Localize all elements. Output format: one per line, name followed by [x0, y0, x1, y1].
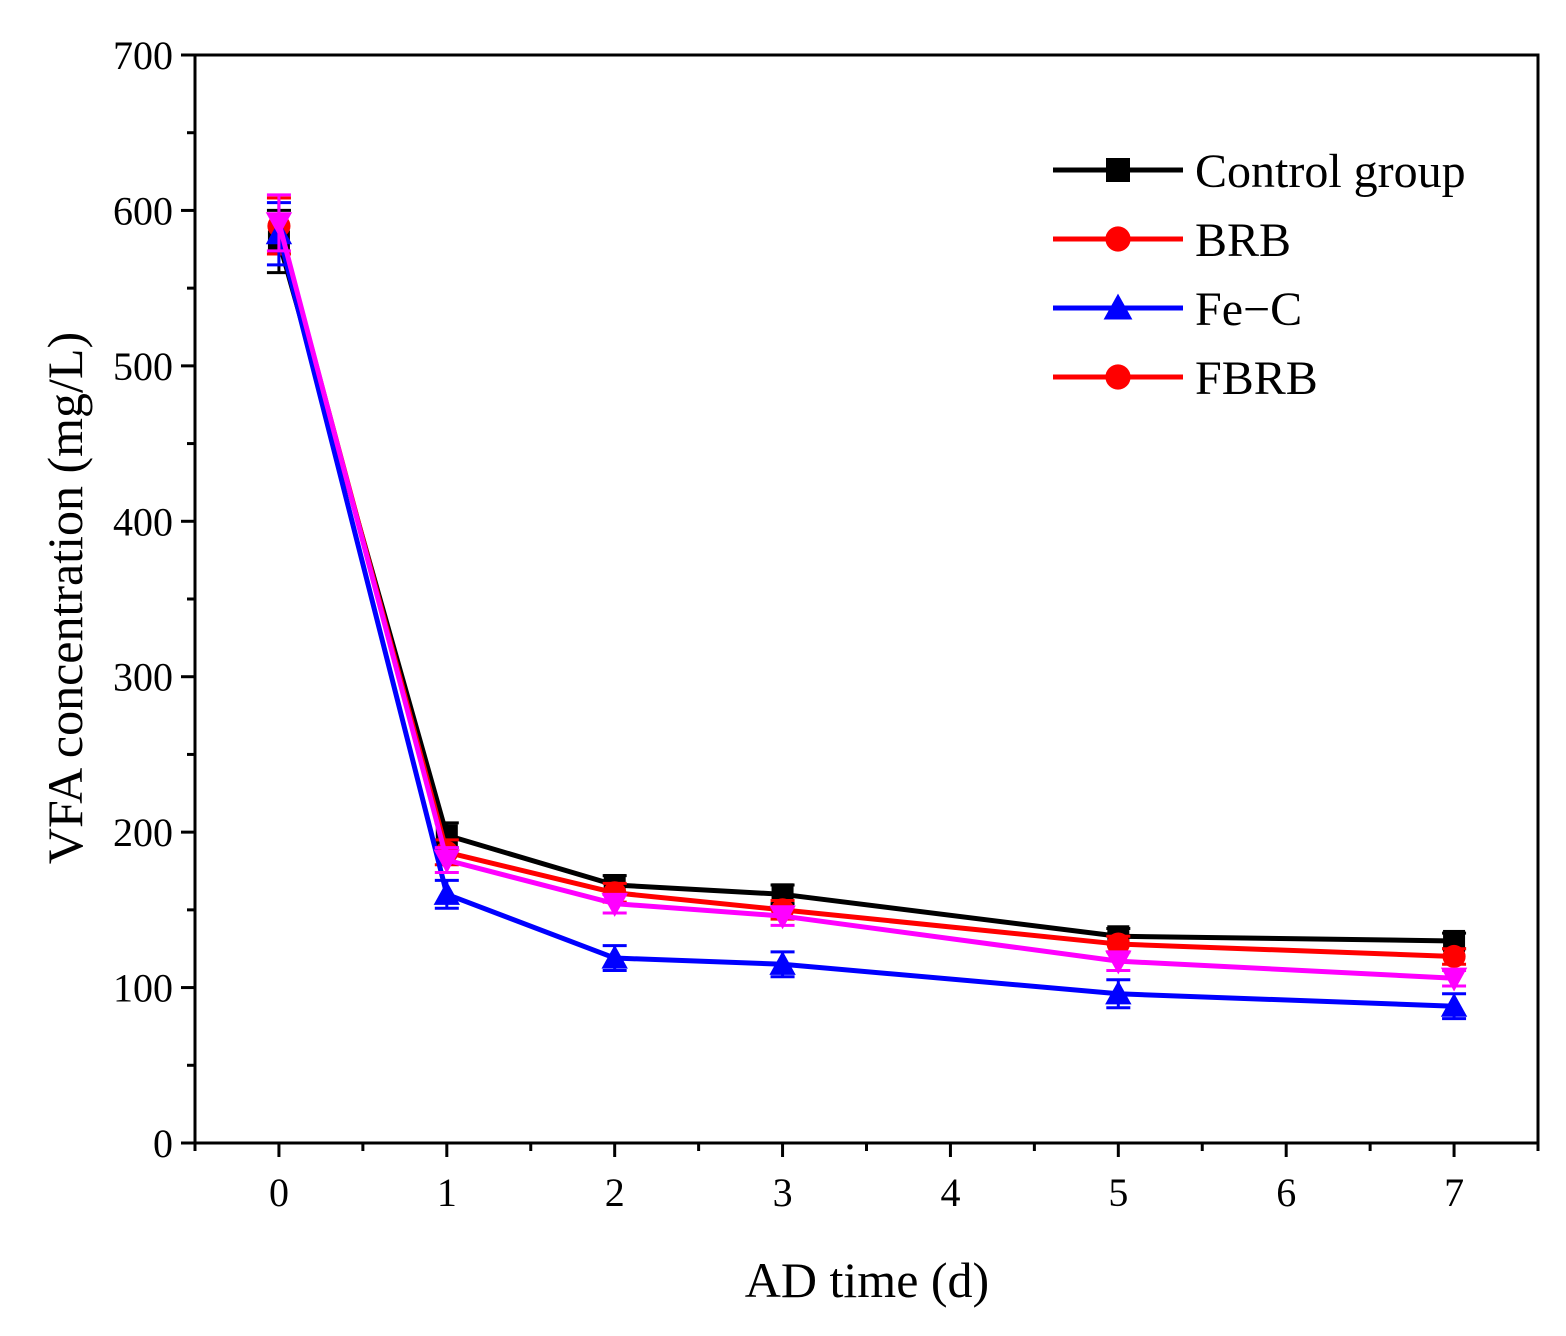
y-tick-label: 700	[113, 33, 173, 78]
y-axis-title: VFA concentration (mg/L)	[37, 332, 93, 864]
data-point	[1105, 950, 1132, 975]
series-line	[276, 233, 1455, 1009]
data-point	[433, 849, 461, 874]
data-point	[1440, 967, 1468, 992]
series-line	[276, 240, 1455, 944]
plot-layer	[265, 193, 1468, 1021]
data-point	[769, 905, 796, 930]
legend-marker	[1105, 364, 1131, 390]
y-tick-label: 500	[113, 344, 173, 389]
series-fbrb	[265, 193, 1468, 992]
data-point	[601, 944, 628, 969]
legend: Control group BRB Fe−C FBRB	[1053, 145, 1466, 405]
x-axis-title: AD time (d)	[745, 1252, 989, 1308]
legend-label: FBRB	[1195, 352, 1318, 405]
x-tick-label: 6	[1276, 1170, 1296, 1215]
data-point	[601, 893, 628, 917]
y-tick-label: 100	[113, 966, 173, 1011]
x-tick-label: 5	[1108, 1170, 1128, 1215]
y-tick-label: 400	[113, 499, 173, 544]
data-point	[769, 951, 796, 975]
legend-item-control-group: Control group	[1053, 145, 1466, 198]
x-tick-label: 0	[269, 1170, 289, 1215]
y-tick-label: 0	[153, 1121, 173, 1166]
legend-item-brb: BRB	[1053, 214, 1291, 267]
x-tick-label: 1	[437, 1170, 457, 1215]
x-tick-label: 4	[940, 1170, 960, 1215]
legend-item-fbrb: FBRB	[1053, 352, 1318, 405]
data-point	[1106, 932, 1130, 956]
data-point	[433, 881, 461, 905]
legend-label: Control group	[1195, 145, 1466, 198]
legend-marker	[1105, 226, 1131, 252]
series-line	[276, 222, 1455, 981]
axes-layer: 0 100 200 300 400 500 600 700 0 1 2 3 4 5 6 7	[113, 33, 1540, 1215]
y-tick-label: 200	[113, 810, 173, 855]
legend-marker	[1106, 158, 1130, 182]
data-point	[265, 212, 293, 237]
legend-marker	[1103, 293, 1133, 320]
x-tick-label: 2	[605, 1170, 625, 1215]
legend-label: Fe−C	[1195, 283, 1302, 336]
data-point	[1105, 980, 1132, 1005]
y-tick-label: 600	[113, 188, 173, 233]
x-tick-label: 3	[773, 1170, 793, 1215]
plot-frame	[193, 53, 1540, 1145]
legend-item-fe-c: Fe−C	[1053, 283, 1302, 336]
legend-label: BRB	[1195, 214, 1291, 267]
x-tick-label: 7	[1444, 1170, 1464, 1215]
data-point	[1440, 993, 1468, 1017]
data-point	[1442, 944, 1466, 969]
y-tick-label: 300	[113, 655, 173, 700]
